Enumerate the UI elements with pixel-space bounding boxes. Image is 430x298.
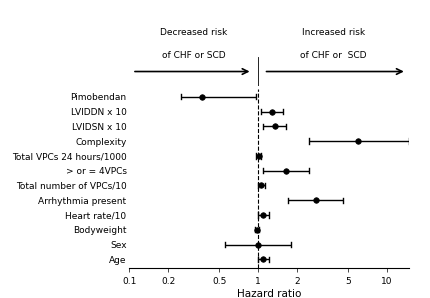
Text: Decreased risk: Decreased risk <box>160 28 227 37</box>
X-axis label: Hazard ratio: Hazard ratio <box>237 289 301 298</box>
Text: of CHF or  SCD: of CHF or SCD <box>300 51 366 60</box>
Text: of CHF or SCD: of CHF or SCD <box>162 51 225 60</box>
Text: Increased risk: Increased risk <box>301 28 365 37</box>
